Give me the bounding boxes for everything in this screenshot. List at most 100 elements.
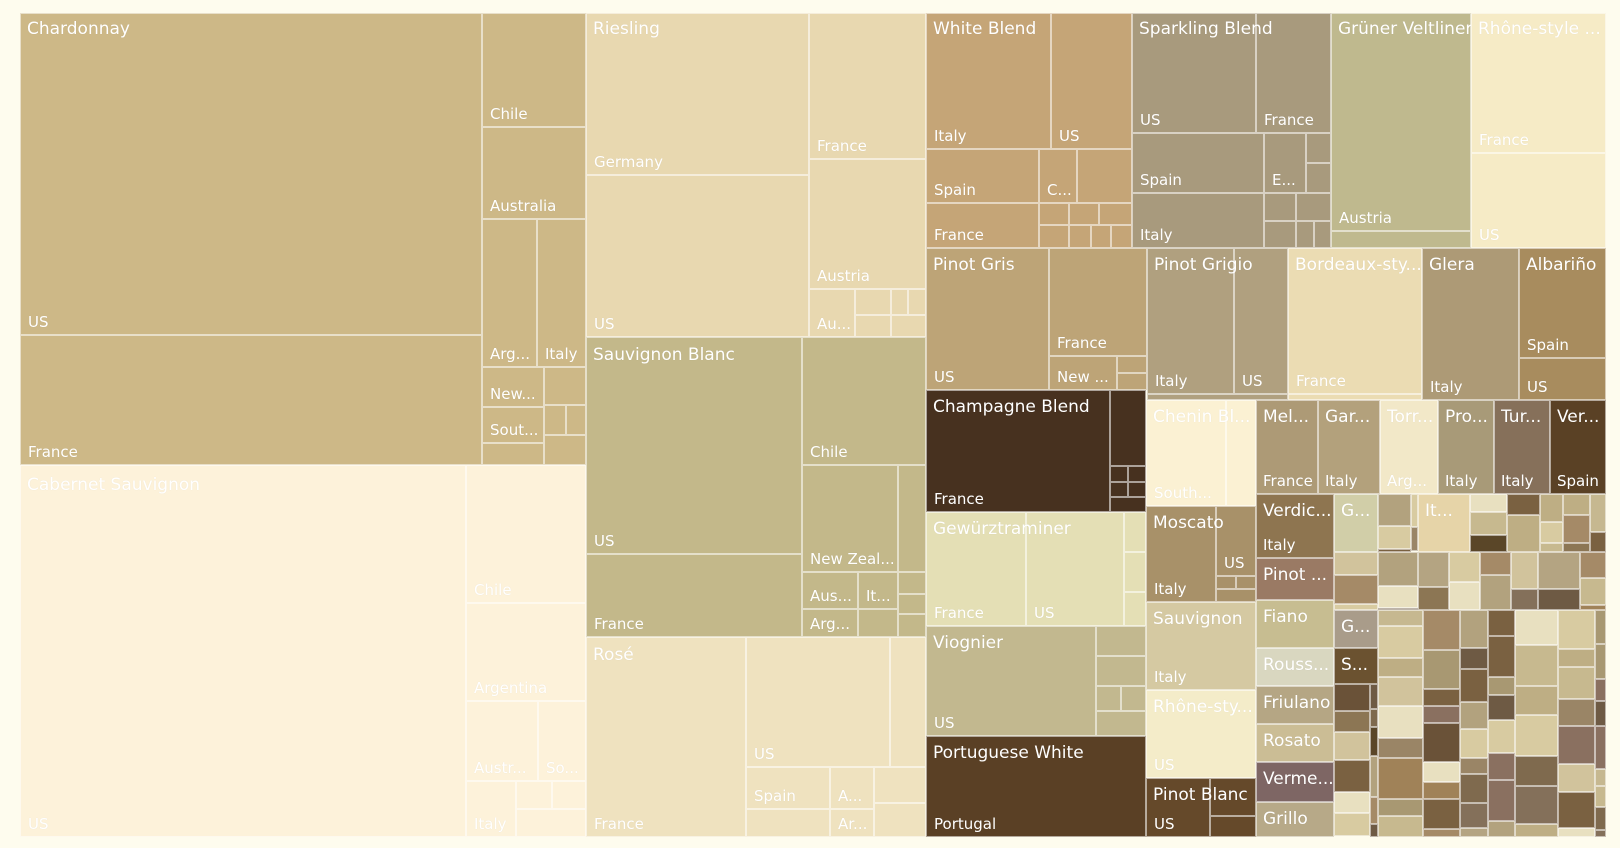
- small-varietal-tile-106[interactable]: [1370, 797, 1378, 824]
- subtile-rose-1[interactable]: US: [746, 637, 890, 767]
- tile-melon[interactable]: Mel... France: [1256, 400, 1318, 494]
- tile-rosato[interactable]: Rosato: [1256, 724, 1334, 762]
- small-varietal-tile-2[interactable]: [1378, 549, 1411, 552]
- subtile-riesling-0[interactable]: Germany: [586, 13, 809, 175]
- subtile[interactable]: [1124, 592, 1146, 626]
- tile-it1[interactable]: It...: [1418, 494, 1470, 552]
- subtile[interactable]: [516, 781, 552, 809]
- subtile[interactable]: [1039, 225, 1069, 248]
- subtile[interactable]: [1124, 512, 1146, 552]
- small-varietal-tile-77[interactable]: [1515, 786, 1558, 824]
- small-varietal-tile-97[interactable]: [1334, 711, 1370, 732]
- subtile-sauvignon-blanc-4[interactable]: Aus...: [802, 572, 858, 609]
- subtile[interactable]: [1306, 163, 1331, 193]
- small-varietal-tile-20[interactable]: [1334, 604, 1378, 610]
- small-varietal-tile-8[interactable]: [1507, 494, 1540, 515]
- subtile[interactable]: [1236, 576, 1256, 589]
- subtile[interactable]: [1210, 816, 1256, 837]
- tile-g2[interactable]: G...: [1334, 610, 1378, 648]
- subtile-champagne-blend-0[interactable]: France: [926, 390, 1110, 512]
- subtile[interactable]: [1121, 686, 1146, 711]
- small-varietal-tile-5[interactable]: [1470, 494, 1507, 512]
- subtile-bordeaux-style-0[interactable]: France: [1288, 248, 1422, 394]
- tile-garnacha[interactable]: Gar... Italy: [1318, 400, 1380, 494]
- small-varietal-tile-46[interactable]: [1423, 610, 1460, 650]
- small-varietal-tile-65[interactable]: [1488, 636, 1515, 677]
- subtile-pinot-blanc-0[interactable]: US: [1146, 778, 1210, 837]
- tile-fiano[interactable]: Fiano: [1256, 600, 1334, 648]
- small-varietal-tile-32[interactable]: [1538, 552, 1580, 589]
- small-varietal-tile-83[interactable]: [1558, 726, 1595, 764]
- small-varietal-tile-3[interactable]: [1411, 494, 1418, 527]
- subtile-riesling-3[interactable]: Austria: [809, 159, 926, 289]
- subtile[interactable]: [874, 767, 926, 803]
- small-varietal-tile-19[interactable]: [1334, 575, 1378, 604]
- small-varietal-tile-30[interactable]: [1511, 552, 1538, 589]
- subtile-portuguese-white-0[interactable]: Portugal: [926, 736, 1146, 837]
- subtile-sparkling-blend-3[interactable]: E...: [1264, 133, 1306, 193]
- subtile[interactable]: [1096, 656, 1146, 686]
- small-varietal-tile-41[interactable]: [1378, 706, 1423, 738]
- small-varietal-tile-35[interactable]: [1580, 578, 1606, 605]
- small-varietal-tile-80[interactable]: [1558, 649, 1595, 667]
- subtile[interactable]: [1110, 482, 1128, 497]
- small-varietal-tile-107[interactable]: [1370, 824, 1378, 837]
- small-varietal-tile-63[interactable]: [1460, 828, 1488, 837]
- small-varietal-tile-60[interactable]: [1460, 758, 1488, 774]
- small-varietal-tile-18[interactable]: [1334, 552, 1378, 575]
- subtile-rhone-style-1[interactable]: US: [1471, 153, 1606, 248]
- subtile[interactable]: [891, 315, 926, 337]
- subtile-viognier-0[interactable]: US: [926, 626, 1096, 736]
- small-varietal-tile-99[interactable]: [1334, 760, 1370, 792]
- subtile-rose-0[interactable]: France: [586, 637, 746, 837]
- small-varietal-tile-70[interactable]: [1488, 780, 1515, 821]
- small-varietal-tile-57[interactable]: [1460, 669, 1488, 702]
- small-varietal-tile-24[interactable]: [1418, 552, 1449, 587]
- small-varietal-tile-34[interactable]: [1580, 552, 1606, 578]
- small-varietal-tile-79[interactable]: [1558, 610, 1595, 649]
- subtile-chardonnay-3[interactable]: Australia: [482, 127, 586, 219]
- subtile-sauvignon-blanc-3[interactable]: New Zeal...: [802, 465, 898, 572]
- subtile[interactable]: [544, 435, 586, 465]
- subtile[interactable]: [1117, 373, 1147, 390]
- subtile-chenin-blanc-0[interactable]: South...: [1146, 400, 1226, 506]
- subtile-white-blend-4[interactable]: France: [926, 203, 1039, 248]
- small-varietal-tile-37[interactable]: [1378, 610, 1423, 626]
- small-varietal-tile-90[interactable]: [1595, 701, 1606, 726]
- subtile[interactable]: [1099, 203, 1132, 225]
- small-varietal-tile-39[interactable]: [1378, 658, 1423, 677]
- subtile-chardonnay-2[interactable]: Chile: [482, 13, 586, 127]
- subtile[interactable]: [1331, 231, 1471, 248]
- subtile-gruner-veltliner-0[interactable]: Austria: [1331, 13, 1471, 231]
- subtile-cabernet-sauvignon-1[interactable]: Chile: [466, 465, 586, 603]
- subtile-rose-4[interactable]: Ar...: [830, 809, 874, 837]
- subtile[interactable]: [1111, 225, 1132, 248]
- small-varietal-tile-47[interactable]: [1423, 650, 1460, 689]
- small-varietal-tile-28[interactable]: [1480, 552, 1511, 575]
- subtile[interactable]: [1096, 686, 1121, 711]
- small-varietal-tile-54[interactable]: [1423, 829, 1460, 837]
- small-varietal-tile-23[interactable]: [1378, 608, 1418, 610]
- subtile-cabernet-sauvignon-4[interactable]: So...: [538, 701, 586, 781]
- small-varietal-tile-27[interactable]: [1449, 582, 1480, 610]
- subtile[interactable]: [1091, 225, 1111, 248]
- subtile-rhone-style-0[interactable]: France: [1471, 13, 1606, 153]
- small-varietal-tile-100[interactable]: [1334, 792, 1370, 813]
- subtile[interactable]: [874, 803, 926, 837]
- small-varietal-tile-42[interactable]: [1378, 738, 1423, 758]
- small-varietal-tile-52[interactable]: [1423, 782, 1460, 799]
- small-varietal-tile-7[interactable]: [1470, 535, 1507, 552]
- subtile-pinot-gris-0[interactable]: US: [926, 248, 1049, 390]
- subtile-white-blend-2[interactable]: Spain: [926, 149, 1039, 203]
- subtile-moscato-1[interactable]: US: [1216, 506, 1256, 576]
- small-varietal-tile-78[interactable]: [1515, 824, 1558, 837]
- small-varietal-tile-96[interactable]: [1334, 684, 1370, 711]
- subtile[interactable]: [1314, 221, 1331, 248]
- subtile[interactable]: [898, 465, 926, 572]
- tile-prosecco[interactable]: Pro... Italy: [1438, 400, 1494, 494]
- small-varietal-tile-36[interactable]: [1580, 605, 1606, 610]
- subtile-sparkling-blend-0[interactable]: US: [1132, 13, 1256, 133]
- subtile[interactable]: [1117, 356, 1147, 373]
- tile-verdejo[interactable]: Ver... Spain: [1550, 400, 1606, 494]
- subtile-sparkling-blend-4[interactable]: Italy: [1132, 193, 1264, 248]
